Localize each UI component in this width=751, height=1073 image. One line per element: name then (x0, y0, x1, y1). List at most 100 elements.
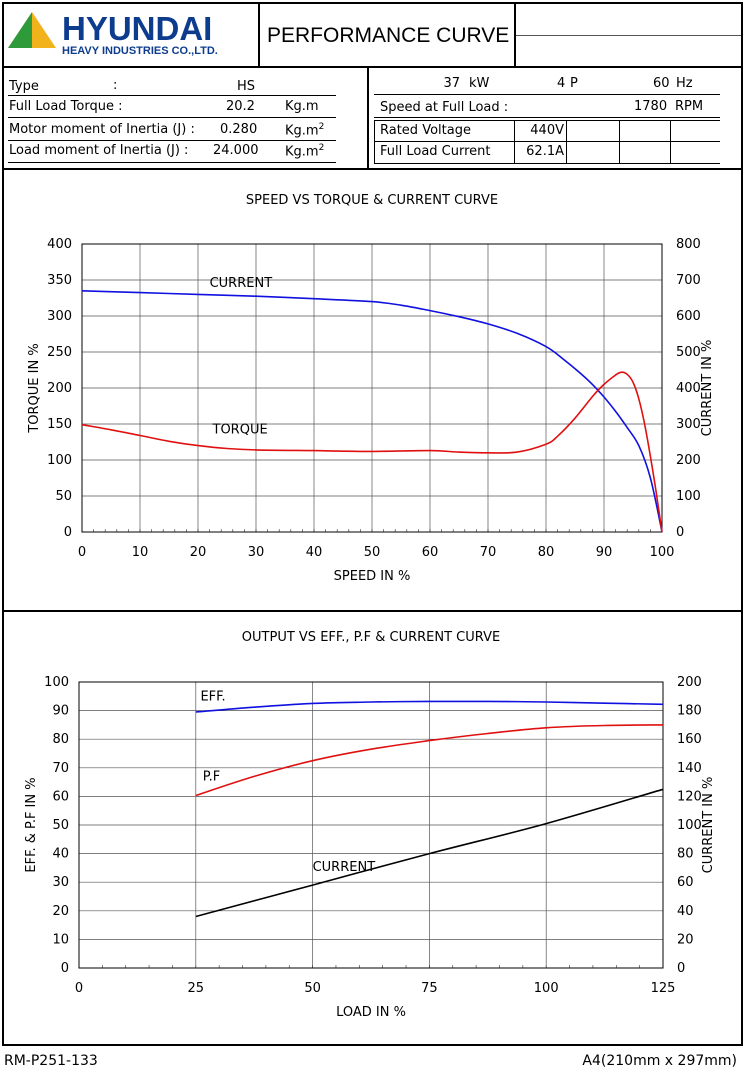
plot-area (78, 681, 664, 969)
series-annotation: CURRENT (210, 276, 273, 291)
y-tick-label: 0 (61, 961, 69, 976)
y-tick-label: 350 (47, 273, 72, 288)
output-eff-pf-current-chart: OUTPUT VS EFF., P.F & CURRENT CURVE 0 25 50… (24, 630, 716, 1020)
table-line (374, 163, 720, 164)
y2-tick-label: 60 (677, 875, 694, 890)
unit-text: Kg.m (285, 123, 319, 139)
table-line (374, 141, 720, 142)
y2-tick-label: 20 (677, 932, 694, 947)
y-tick-label: 30 (52, 875, 69, 890)
paper-size: A4(210mm x 297mm) (582, 1053, 737, 1069)
y-tick-label: 250 (47, 345, 72, 360)
unit-sup: 2 (318, 122, 325, 132)
page-title: PERFORMANCE CURVE (267, 24, 510, 47)
table-line (514, 120, 515, 164)
y-tick-label: 50 (52, 818, 69, 833)
y-tick-label: 300 (47, 309, 72, 324)
y-tick-label: 100 (44, 675, 69, 690)
rated-voltage-label: Rated Voltage (380, 123, 471, 138)
x-tick-label: 0 (78, 545, 86, 560)
y-tick-label: 60 (52, 789, 69, 804)
series-annotation: CURRENT (313, 860, 376, 875)
x-tick-label: 60 (422, 545, 439, 560)
x-tick-label: 0 (75, 981, 83, 996)
series-line-current (81, 290, 663, 533)
x-tick-label: 90 (596, 545, 613, 560)
y-tick-label: 90 (52, 704, 69, 719)
y-tick-label: 100 (47, 453, 72, 468)
x-axis-label: SPEED IN % (334, 569, 411, 584)
y2-tick-label: 500 (676, 345, 701, 360)
y2-tick-label: 40 (677, 904, 694, 919)
y-axis-label: EFF. & P.F IN % (24, 777, 39, 872)
y2-tick-label: 800 (676, 237, 701, 252)
header-divider (258, 2, 260, 68)
y2-tick-label: 120 (677, 789, 702, 804)
series-annotation: EFF. (200, 690, 225, 705)
logo-subtitle: HEAVY INDUSTRIES CO.,LTD. (62, 45, 218, 57)
chart2-frame (2, 610, 743, 1046)
y2-tick-label: 200 (677, 675, 702, 690)
x-tick-label: 30 (248, 545, 265, 560)
y-tick-label: 70 (52, 761, 69, 776)
spec-load-inertia-unit: Kg.m2 (285, 143, 325, 159)
spec-torque-label: Full Load Torque : (9, 99, 123, 114)
spec-poles-value: 4 (557, 76, 566, 91)
y-tick-label: 200 (47, 381, 72, 396)
y-tick-label: 0 (64, 525, 72, 540)
logo-wordmark: HYUNDAI (62, 10, 213, 47)
spec-underline (374, 94, 720, 95)
y2-tick-label: 180 (677, 704, 702, 719)
y2-tick-label: 140 (677, 761, 702, 776)
spec-poles-unit: P (570, 76, 578, 91)
spec-freq-value: 60 (653, 76, 670, 91)
spec-torque-unit: Kg.m (285, 99, 319, 114)
x-tick-label: 80 (538, 545, 555, 560)
speed-torque-current-chart: SPEED VS TORQUE & CURRENT CURVE 0 10 20 30 40… (27, 193, 715, 584)
spec-torque-value: 20.2 (226, 99, 255, 114)
spec-speed-label: Speed at Full Load : (380, 100, 509, 115)
y-tick-label: 40 (52, 847, 69, 862)
spec-speed-value: 1780 (634, 99, 668, 114)
x-tick-label: 100 (650, 545, 675, 560)
unit-sup: 2 (318, 143, 325, 153)
y2-tick-label: 160 (677, 732, 702, 747)
spec-type-sep: : (113, 78, 118, 93)
spec-speed-unit: RPM (675, 99, 704, 114)
y2-tick-label: 100 (676, 489, 701, 504)
y2-tick-label: 400 (676, 381, 701, 396)
spec-underline (8, 140, 336, 141)
y2-tick-label: 300 (676, 417, 701, 432)
x-axis-label: LOAD IN % (336, 1005, 406, 1020)
table-line (670, 120, 671, 164)
x-tick-label: 70 (480, 545, 497, 560)
spec-type-label: Type (9, 79, 39, 94)
x-tick-label: 25 (188, 981, 205, 996)
x-tick-label: 75 (421, 981, 438, 996)
table-line (566, 120, 567, 164)
spec-load-inertia-value: 24.000 (213, 143, 259, 158)
y2-tick-label: 80 (677, 847, 694, 862)
x-tick-label: 20 (190, 545, 207, 560)
full-load-current-label: Full Load Current (380, 144, 491, 159)
hyundai-logo-icon (8, 12, 56, 48)
doc-code: RM-P251-133 (4, 1053, 98, 1069)
series-line-current (195, 788, 664, 918)
y2-tick-label: 100 (677, 818, 702, 833)
x-tick-label: 125 (651, 981, 676, 996)
rated-voltage-value: 440V (530, 123, 564, 138)
spec-motor-inertia-value: 0.280 (220, 122, 258, 137)
chart-title: SPEED VS TORQUE & CURRENT CURVE (246, 193, 498, 208)
spec-motor-inertia-label: Motor moment of Inertia (J) : (9, 122, 195, 137)
spec-load-inertia-label: Load moment of Inertia (J) : (9, 143, 189, 158)
series-line-eff (195, 700, 664, 713)
y2-tick-label: 700 (676, 273, 701, 288)
header-divider (514, 2, 516, 68)
series-line-pf (195, 724, 664, 797)
header-divider (516, 35, 741, 36)
table-line (374, 120, 720, 121)
specs-divider (367, 66, 369, 170)
chart-title: OUTPUT VS EFF., P.F & CURRENT CURVE (242, 630, 500, 645)
spec-power-unit: kW (469, 76, 490, 91)
table-line (619, 120, 620, 164)
